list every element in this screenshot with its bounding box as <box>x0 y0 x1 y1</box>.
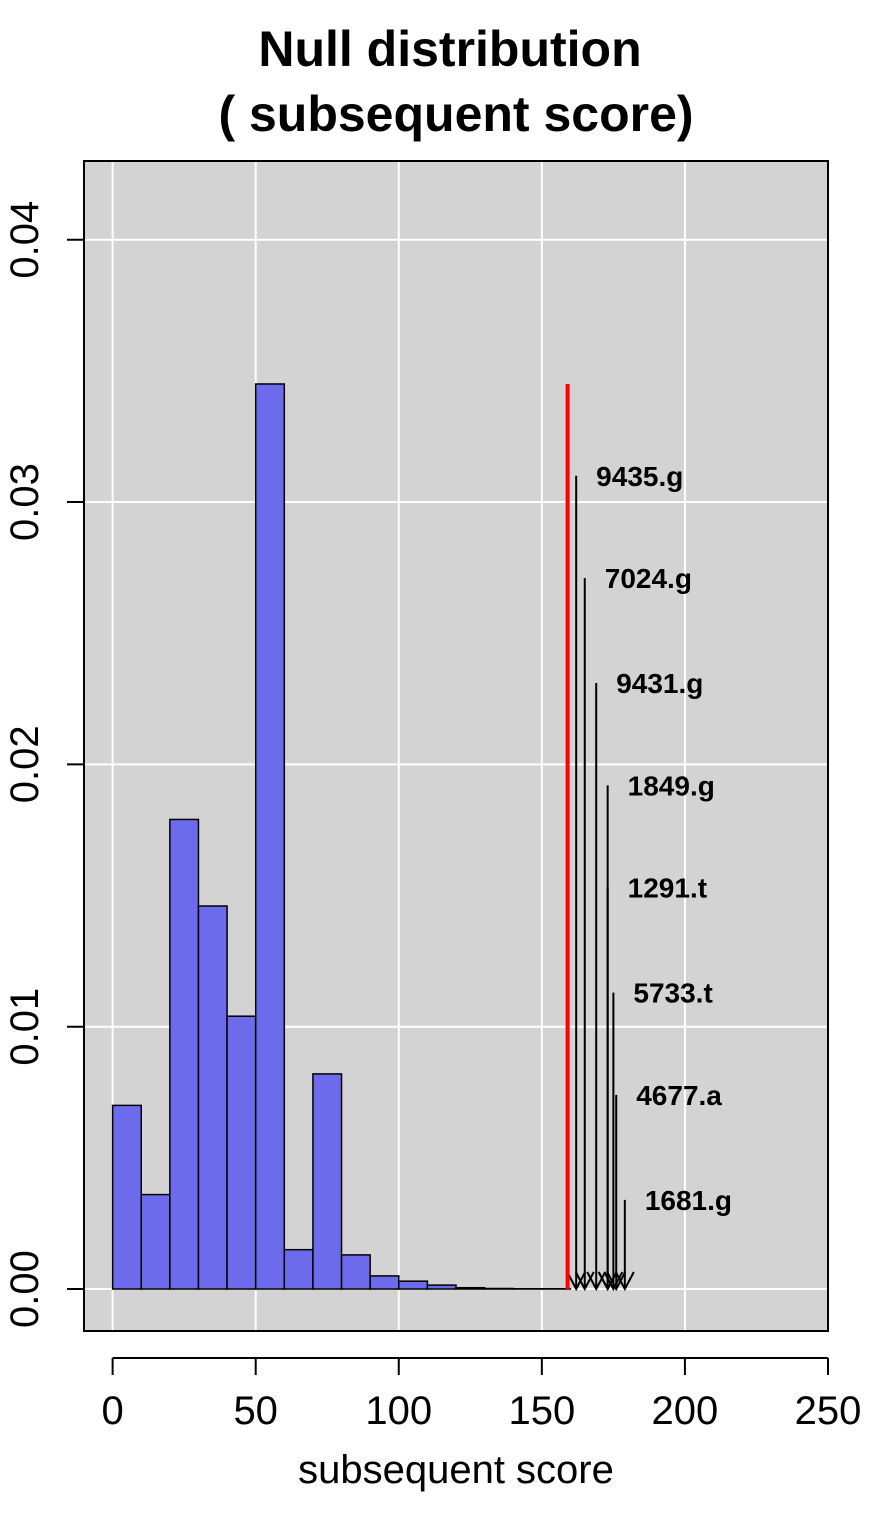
annotation-label: 1849.g <box>628 770 715 801</box>
x-axis: 0 50 100 150 200 250 <box>101 1357 862 1433</box>
x-tick-label: 150 <box>508 1389 575 1433</box>
histogram-bar <box>426 1284 457 1290</box>
x-tick-label: 50 <box>233 1389 278 1433</box>
histogram-bar <box>254 383 286 1290</box>
chart-title-line2: ( subsequent score) <box>218 86 693 142</box>
annotation-label: 9435.g <box>596 461 683 492</box>
histogram-bar <box>283 1248 314 1290</box>
histogram-bar <box>312 1073 343 1290</box>
x-tick-label: 0 <box>101 1389 123 1433</box>
annotation-label: 9431.g <box>616 668 703 699</box>
histogram-bar <box>340 1254 371 1290</box>
y-tick-label: 0.00 <box>3 1250 47 1328</box>
histogram-bar <box>140 1193 171 1290</box>
annotation-label: 7024.g <box>605 563 692 594</box>
x-tick-label: 100 <box>365 1389 432 1433</box>
histogram-bar <box>369 1275 400 1290</box>
annotation-label: 1681.g <box>645 1185 732 1216</box>
annotation-arrowhead <box>614 1271 635 1292</box>
annotation-label: 4677.a <box>636 1080 722 1111</box>
chart-title-line1: Null distribution <box>258 21 641 77</box>
annotations: 9435.g 7024.g 9431.g 1849.g 1291.t 5733.t 4677… <box>565 383 732 1292</box>
histogram-bar <box>398 1280 429 1290</box>
y-tick-label: 0.04 <box>3 201 47 279</box>
annotation-arrowhead <box>566 1271 587 1292</box>
annotation-label: 1291.t <box>628 873 707 904</box>
histogram-bars <box>111 383 572 1290</box>
histogram-bar <box>226 1015 257 1290</box>
histogram-bar <box>169 818 200 1290</box>
y-tick-label: 0.01 <box>3 988 47 1066</box>
x-tick-label: 200 <box>652 1389 719 1433</box>
histogram-bar <box>455 1286 486 1290</box>
annotation-arrowhead <box>606 1271 627 1292</box>
annotation-label: 5733.t <box>633 978 712 1009</box>
histogram-bar <box>197 905 228 1290</box>
y-axis: 0.00 0.01 0.02 0.03 0.04 <box>3 201 85 1328</box>
x-axis-label: subsequent score <box>298 1448 614 1492</box>
y-tick-label: 0.03 <box>3 463 47 541</box>
y-tick-label: 0.02 <box>3 725 47 803</box>
histogram-bar <box>483 1287 514 1290</box>
histogram-bar <box>111 1104 142 1290</box>
x-tick-label: 250 <box>795 1389 862 1433</box>
